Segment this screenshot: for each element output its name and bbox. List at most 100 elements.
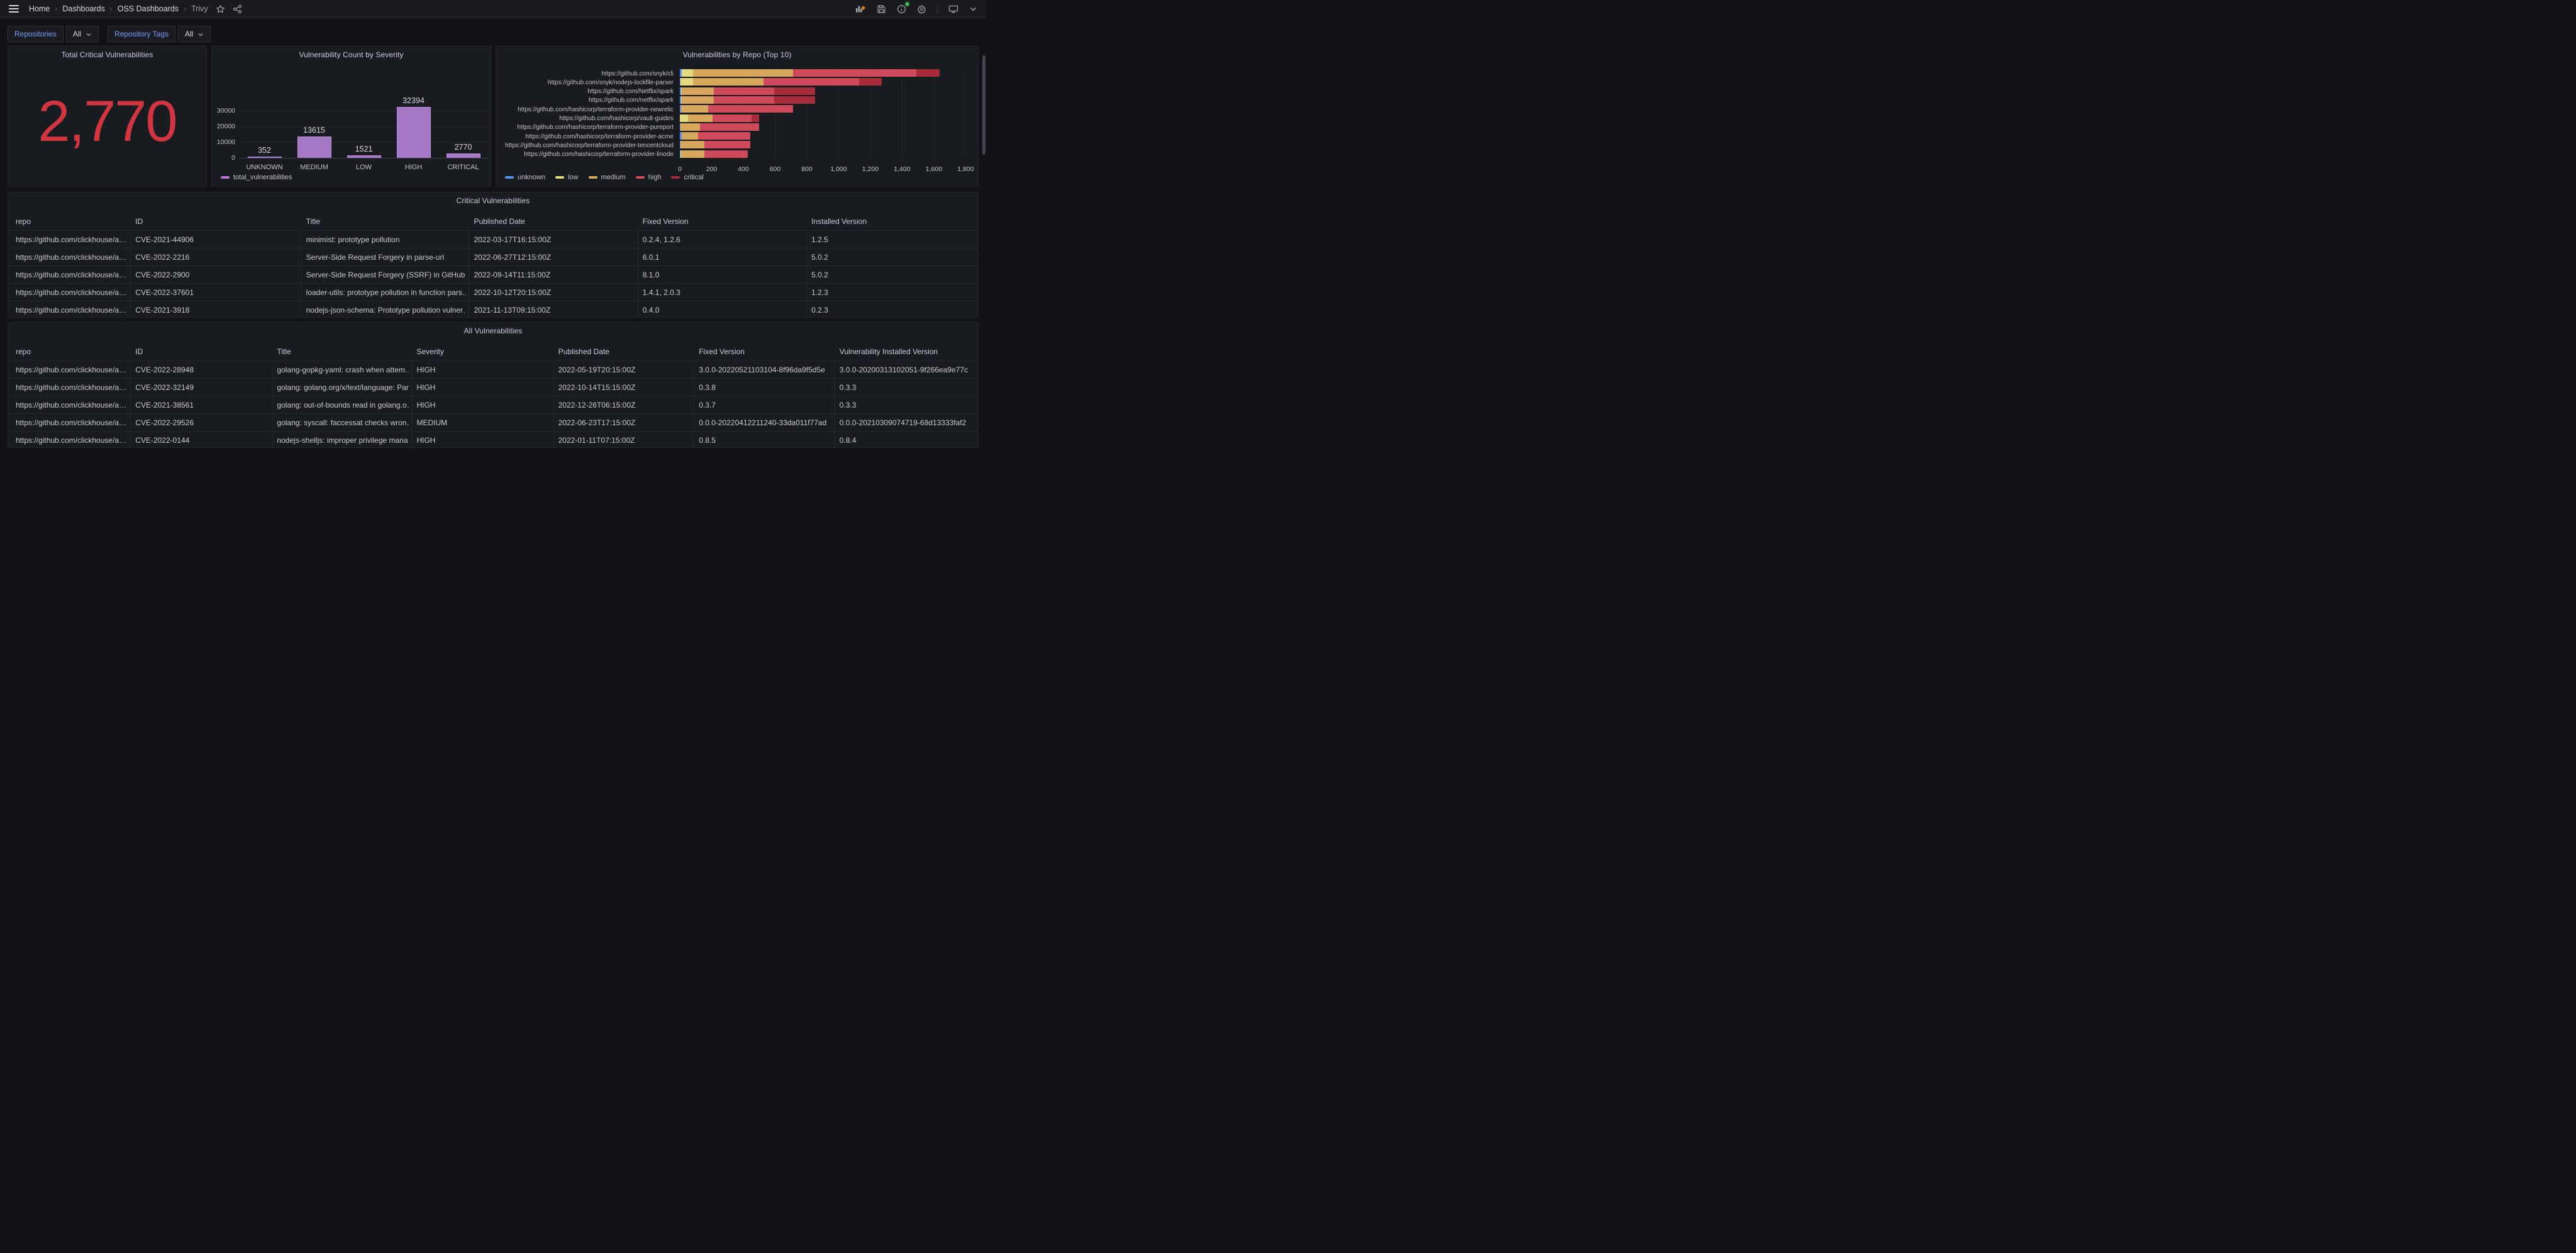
severity-bar-unknown <box>247 157 282 158</box>
x-gridline <box>933 68 935 159</box>
bar-segment-high <box>713 96 774 104</box>
panel-vulnerability-count-by-severity: Vulnerability Count by Severity 0 10000 20… <box>211 46 491 187</box>
panel-title: Critical Vulnerabilities <box>456 196 530 205</box>
table-cell: 1.2.3 <box>811 288 828 297</box>
breadcrumb: Home › Dashboards › OSS Dashboards › Tri… <box>29 4 208 13</box>
bar-segment-medium <box>692 78 764 86</box>
column-header-published-date[interactable]: Published Date <box>474 217 525 226</box>
legend-item-high[interactable]: high <box>635 174 662 181</box>
repo-stacked-bar <box>680 123 970 131</box>
table-cell: 5.0.2 <box>811 253 828 262</box>
x-gridline <box>711 68 713 159</box>
column-header-fixed-version[interactable]: Fixed Version <box>699 347 745 356</box>
kiosk-tv-icon[interactable] <box>948 4 958 14</box>
table-cell: 2022-01-11T07:15:00Z <box>558 436 635 445</box>
chart-legend: total_vulnerabilities <box>221 174 292 181</box>
table-cell: Server-Side Request Forgery (SSRF) in Gi… <box>306 270 467 279</box>
column-header-published-date[interactable]: Published Date <box>558 347 609 356</box>
x-tick-label: 1,000 <box>830 165 847 173</box>
breadcrumb-dashboards[interactable]: Dashboards <box>62 4 105 13</box>
legend-item-critical[interactable]: critical <box>671 174 704 181</box>
repositories-filter-selected: All <box>72 30 82 38</box>
legend-label: high <box>648 174 662 181</box>
repositories-filter: Repositories All <box>8 26 99 42</box>
legend-item-low[interactable]: low <box>555 174 579 181</box>
x-axis-line <box>240 158 488 159</box>
column-divider <box>130 230 131 318</box>
table-cell: minimist: prototype pollution <box>306 235 400 244</box>
column-header-fixed-version[interactable]: Fixed Version <box>642 217 689 226</box>
repository-tags-filter-label[interactable]: Repository Tags <box>108 26 175 42</box>
column-divider <box>130 360 131 448</box>
favorite-star-icon[interactable] <box>216 4 225 14</box>
dashboard-settings-icon[interactable] <box>917 4 926 14</box>
column-header-id[interactable]: ID <box>135 217 143 226</box>
share-icon[interactable] <box>233 4 242 14</box>
repository-tags-filter-value[interactable]: All <box>177 26 211 42</box>
table-cell: 0.8.4 <box>839 436 857 445</box>
legend-item-medium[interactable]: medium <box>588 174 626 181</box>
x-gridline <box>806 68 808 159</box>
top-nav-bar: Home › Dashboards › OSS Dashboards › Tri… <box>0 0 986 18</box>
x-category-label: UNKNOWN <box>246 164 283 171</box>
legend-label: critical <box>684 174 704 181</box>
bar-segment-low <box>680 78 693 86</box>
column-header-vulnerability-installed-version[interactable]: Vulnerability Installed Version <box>839 347 938 356</box>
breadcrumb-oss-dashboards[interactable]: OSS Dashboards <box>117 4 179 13</box>
table-cell: 0.3.3 <box>839 383 857 392</box>
column-header-installed-version[interactable]: Installed Version <box>811 217 867 226</box>
severity-bar-chart: 0 10000 20000 30000 352 UNKNOWN 13615 MEDIUM 152… <box>212 47 491 186</box>
repo-axis-label: https://github.com/Netflix/spark <box>587 88 674 96</box>
table-cell: 2022-03-17T16:15:00Z <box>474 235 552 244</box>
severity-bar-low <box>347 155 381 158</box>
bar-segment-unknown <box>680 132 682 140</box>
breadcrumb-separator: › <box>109 4 113 13</box>
toolbar-divider <box>937 4 938 14</box>
column-header-repo[interactable]: repo <box>16 217 31 226</box>
table-cell: 2022-12-26T06:15:00Z <box>558 401 636 409</box>
repository-tags-filter: Repository Tags All <box>108 26 211 42</box>
repo-axis-label: https://github.com/netflix/spark <box>588 97 674 104</box>
y-tick-label: 0 <box>231 154 235 162</box>
table-cell: CVE-2022-37601 <box>135 288 194 297</box>
menu-toggle-icon[interactable] <box>9 5 19 13</box>
column-divider <box>411 360 413 448</box>
table-cell: golang: golang.org/x/text/language: Par… <box>277 383 409 392</box>
legend-item-total_vulnerabilities[interactable]: total_vulnerabilities <box>221 174 292 181</box>
legend-swatch <box>221 176 230 179</box>
repositories-filter-label[interactable]: Repositories <box>8 26 64 42</box>
time-range-chevron-icon[interactable] <box>969 5 977 13</box>
breadcrumb-home[interactable]: Home <box>29 4 50 13</box>
column-header-id[interactable]: ID <box>135 347 143 356</box>
y-gridline <box>240 142 488 143</box>
table-cell: 0.0.0-20220412211240-33da011f77ad <box>699 418 827 427</box>
column-header-title[interactable]: Title <box>306 217 320 226</box>
dashboard-insights-icon[interactable] <box>897 1 909 14</box>
repositories-filter-value[interactable]: All <box>65 26 99 42</box>
table-cell: 8.1.0 <box>642 270 660 279</box>
table-cell: https://github.com/clickhouse/a… <box>16 235 127 244</box>
panel-title: Total Critical Vulnerabilities <box>61 50 153 59</box>
column-header-repo[interactable]: repo <box>16 347 31 356</box>
save-dashboard-icon[interactable] <box>877 4 886 14</box>
add-panel-icon[interactable] <box>855 4 866 14</box>
page-scrollbar-thumb[interactable] <box>982 55 985 155</box>
bar-segment-medium <box>680 141 704 149</box>
column-header-severity[interactable]: Severity <box>416 347 444 356</box>
column-header-title[interactable]: Title <box>277 347 291 356</box>
notification-dot <box>905 1 909 6</box>
legend-item-unknown[interactable]: unknown <box>505 174 545 181</box>
table-cell: CVE-2021-44906 <box>135 235 194 244</box>
bar-value-label: 2770 <box>454 143 472 152</box>
table-cell: nodejs-json-schema: Prototype pollution … <box>306 306 467 315</box>
table-cell: 1.2.5 <box>811 235 828 244</box>
repo-stacked-bar-chart: 0 200 400 600 800 1,000 1,200 1,400 1,600 1,800 ht… <box>496 47 978 186</box>
repo-stacked-bar <box>680 114 970 122</box>
y-tick-label: 30000 <box>216 107 235 114</box>
x-category-label: MEDIUM <box>300 164 328 171</box>
table-cell: https://github.com/clickhouse/a… <box>16 253 127 262</box>
row-separator <box>8 378 978 379</box>
repo-axis-label: https://github.com/hashicorp/terraform-p… <box>518 106 674 113</box>
repo-stacked-bar <box>680 141 970 149</box>
table-cell: 2022-09-14T11:15:00Z <box>474 270 551 279</box>
